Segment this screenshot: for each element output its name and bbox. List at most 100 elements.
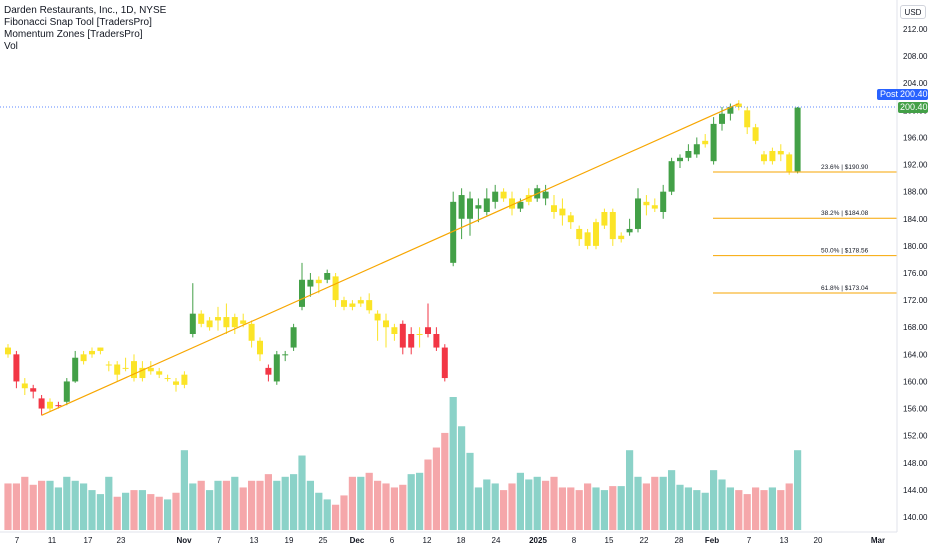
date-tick-label: 7 — [15, 536, 20, 545]
date-tick-label: 2025 — [529, 536, 547, 545]
volume-bar — [634, 476, 642, 530]
candle-body — [164, 378, 171, 380]
candle-body — [21, 383, 28, 389]
candle — [189, 283, 196, 338]
volume-bar — [54, 487, 62, 530]
fib-level-label: 23.6% | $190.90 — [821, 164, 869, 171]
symbol-title[interactable]: Darden Restaurants, Inc., 1D, NYSE — [4, 5, 167, 16]
candle-body — [643, 201, 650, 206]
candle-body — [408, 334, 415, 348]
date-tick-label: 25 — [319, 536, 328, 545]
candle-body — [147, 367, 154, 372]
volume-bar — [306, 480, 314, 530]
candle — [257, 337, 263, 362]
volume-bar — [197, 480, 205, 530]
candle-body — [467, 198, 473, 219]
candle — [223, 303, 230, 334]
candle-body — [307, 279, 314, 287]
volume-bar — [105, 476, 113, 530]
price-axis[interactable]: 212.00208.00204.00200.00196.00192.00188.… — [903, 25, 928, 522]
candle — [635, 188, 641, 233]
volume-bar — [256, 480, 264, 530]
candle-body — [786, 154, 793, 172]
currency-button[interactable]: USD — [900, 5, 926, 19]
indicator-fibonacci-label[interactable]: Fibonacci Snap Tool [TradersPro] — [4, 17, 152, 28]
volume-bar — [164, 499, 172, 530]
volume-bar — [449, 397, 457, 530]
volume-bar — [239, 487, 247, 530]
indicator-momentum-label[interactable]: Momentum Zones [TradersPro] — [4, 29, 143, 40]
candle — [643, 195, 650, 216]
candle-body — [357, 300, 364, 304]
volume-bar — [684, 487, 692, 530]
volume-bar — [214, 480, 222, 530]
date-tick-label: 12 — [423, 536, 432, 545]
indicator-volume-label[interactable]: Vol — [4, 41, 18, 52]
price-tick-label: 168.00 — [903, 323, 928, 332]
time-axis[interactable]: 7 11 17 23 Nov 7 13 19 25 Dec 6 12 18 24 2025 8 15 22 28 Fe… — [15, 536, 885, 545]
volume-bar — [768, 487, 776, 530]
candle-body — [97, 347, 104, 351]
candle-body — [265, 367, 272, 375]
candle-body — [458, 195, 465, 219]
volume-bar — [46, 480, 54, 530]
volume-bar — [760, 490, 768, 530]
candle-body — [693, 144, 700, 155]
candle-body — [567, 215, 574, 223]
date-tick-label: 7 — [217, 536, 222, 545]
post-market-tag: Post — [877, 89, 902, 100]
candle — [735, 100, 742, 111]
price-tick-label: 156.00 — [903, 405, 928, 414]
candle — [114, 361, 121, 382]
candle — [769, 147, 776, 165]
candle — [299, 262, 305, 311]
candle-body — [559, 208, 566, 216]
volume-bar — [122, 492, 130, 530]
volume-bar — [416, 472, 424, 530]
candle — [282, 350, 289, 362]
candle-body — [173, 381, 179, 385]
trendline — [41, 103, 740, 416]
candle — [147, 361, 154, 375]
candle — [215, 306, 221, 331]
volume-bar — [752, 487, 760, 530]
candle-body — [668, 161, 675, 192]
candle-body — [475, 205, 482, 209]
volume-bar — [264, 474, 272, 530]
candle-body — [500, 191, 507, 199]
volume-bar — [483, 479, 491, 530]
volume-bar — [80, 483, 88, 530]
candle-body — [156, 371, 163, 375]
candle-body — [38, 398, 45, 409]
fib-level-label: 50.0% | $178.56 — [821, 248, 869, 255]
post-market-price-tag: 200.40 — [898, 89, 928, 100]
candle — [450, 191, 457, 267]
date-tick-label: Nov — [176, 536, 192, 545]
volume-bar — [206, 490, 214, 530]
candle — [752, 123, 759, 145]
date-tick-label: 15 — [605, 536, 614, 545]
volume-bar — [323, 499, 331, 530]
candle-body — [349, 303, 356, 307]
price-tick-label: 144.00 — [903, 486, 928, 495]
candle — [467, 191, 473, 236]
candle — [13, 350, 20, 389]
candle-body — [131, 361, 137, 379]
candle — [105, 361, 112, 372]
volume-bar — [642, 483, 650, 530]
volume-bar — [113, 496, 121, 530]
volume-bar — [332, 504, 340, 530]
candle — [21, 378, 28, 395]
candle — [30, 384, 37, 399]
candle — [710, 117, 717, 165]
date-tick-label: 11 — [48, 536, 57, 545]
candle-body — [198, 313, 205, 324]
price-tick-label: 140.00 — [903, 513, 928, 522]
volume-bar — [626, 450, 634, 530]
candle-body — [391, 327, 398, 334]
candle — [441, 344, 448, 382]
volume-bar — [222, 480, 230, 530]
candle — [198, 310, 205, 328]
volume-bar — [777, 490, 785, 530]
